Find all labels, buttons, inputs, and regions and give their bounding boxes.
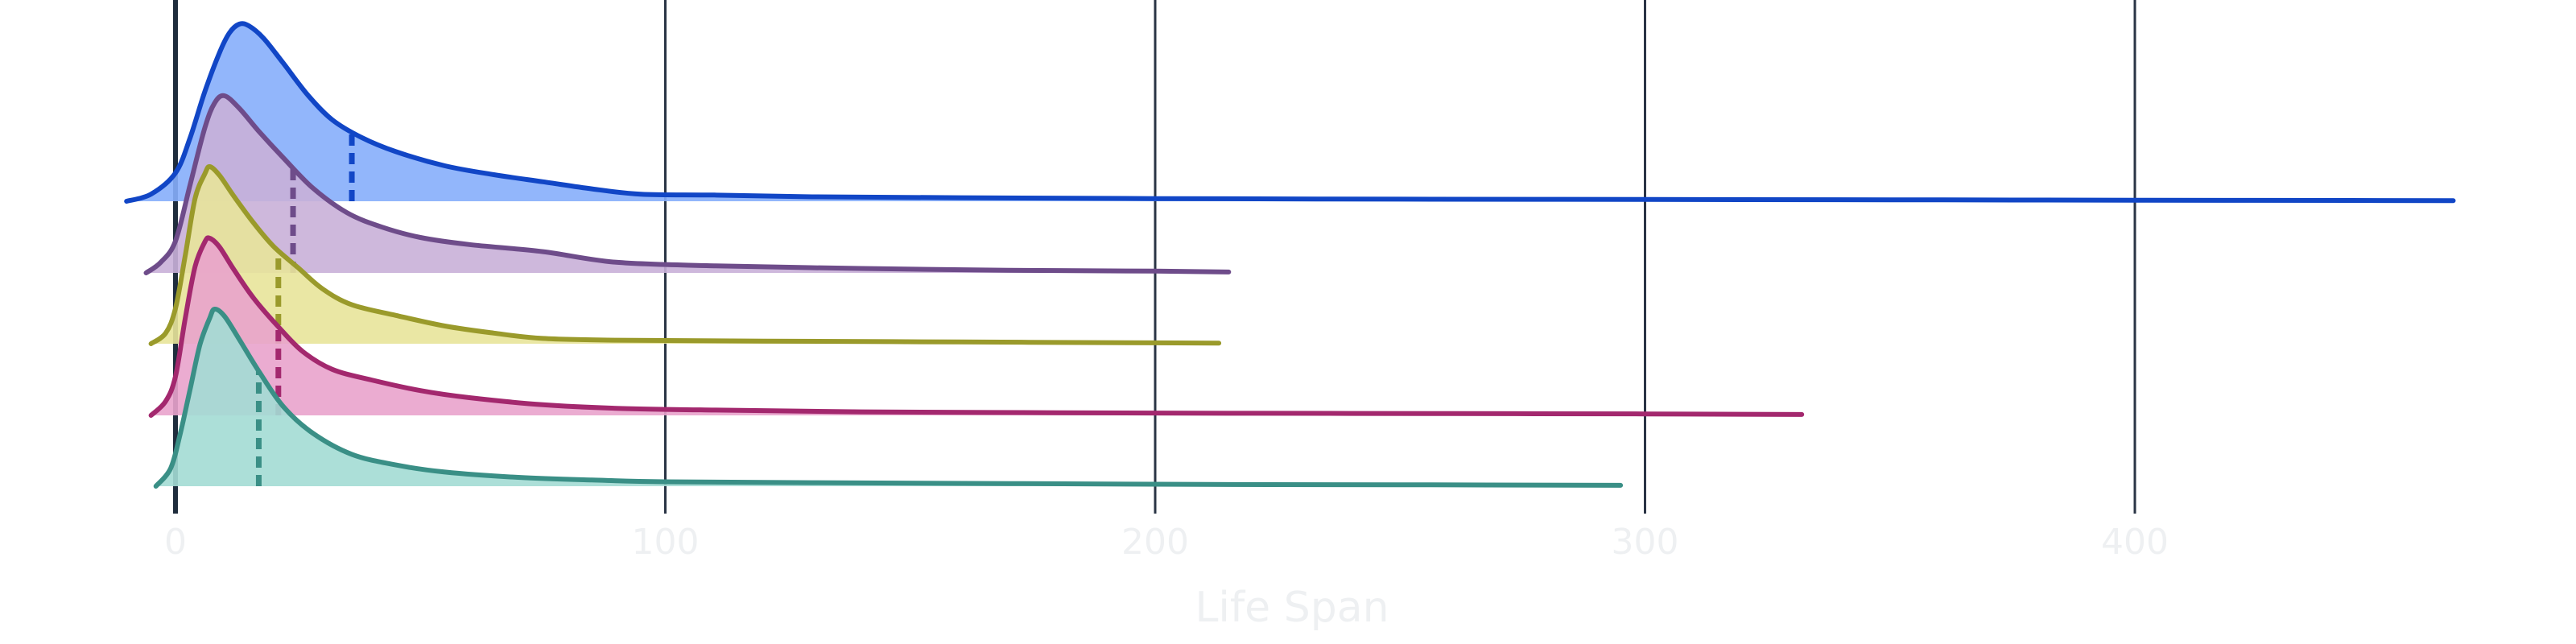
x-axis-title: Life Span <box>1195 584 1389 632</box>
ridge-line-3 <box>148 163 1222 346</box>
ridge-area-4 <box>151 237 1802 415</box>
x-axis: 0 100 200 300 400 <box>164 522 2169 563</box>
ridge-4 <box>148 235 1805 418</box>
ridge-1 <box>124 21 2456 204</box>
ridge-5 <box>153 306 1624 489</box>
x-tick-label-400: 400 <box>2101 522 2169 563</box>
ridge-line-1 <box>124 21 2456 204</box>
x-tick-label-200: 200 <box>1121 522 1189 563</box>
ridge-area-1 <box>126 23 2454 202</box>
ridge-line-2 <box>143 93 1232 275</box>
x-tick-label-0: 0 <box>164 522 187 563</box>
ridge-line-4 <box>148 235 1805 418</box>
ridge-area-5 <box>155 308 1621 486</box>
x-tick-label-100: 100 <box>632 522 700 563</box>
ridge-line-5 <box>153 306 1624 489</box>
x-tick-label-300: 300 <box>1612 522 1679 563</box>
ridge-series <box>124 21 2456 489</box>
